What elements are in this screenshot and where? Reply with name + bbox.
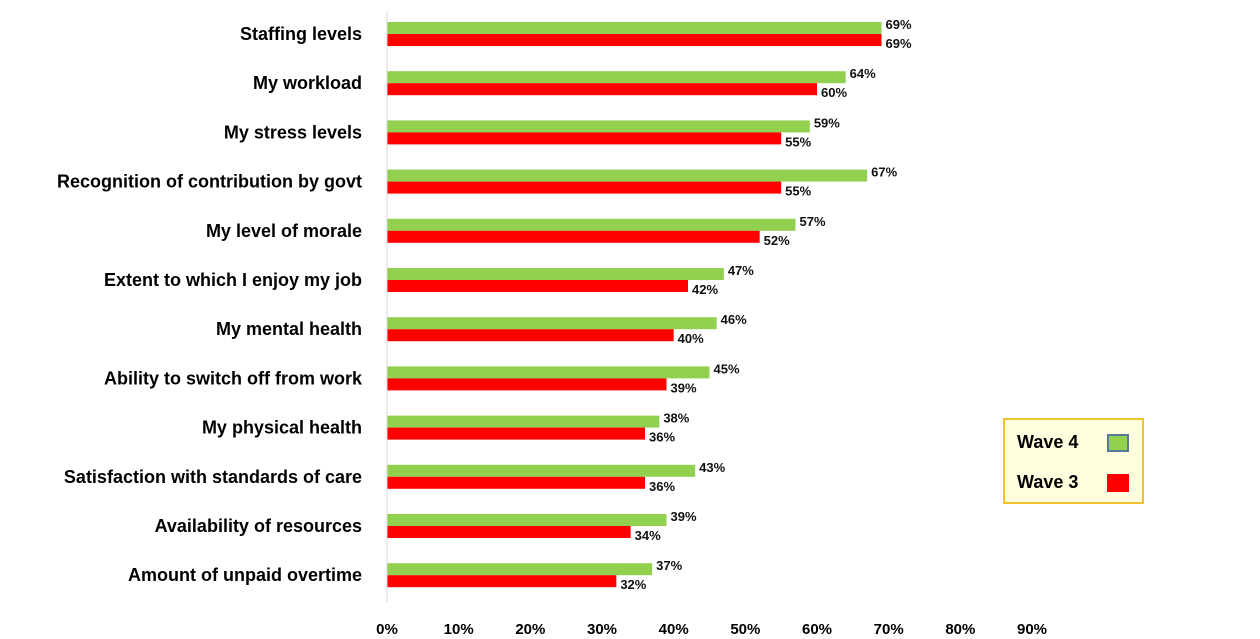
bar-wave3: [387, 378, 667, 391]
data-label-wave4: 47%: [728, 263, 754, 278]
bar-wave4: [387, 218, 796, 231]
category-labels: Staffing levels My workload My stress leve…: [57, 24, 363, 585]
data-label-wave4: 38%: [663, 411, 689, 426]
bar-wave3: [387, 329, 674, 342]
x-tick-label: 60%: [802, 621, 832, 638]
category-label: Staffing levels: [240, 24, 362, 44]
data-label-wave4: 37%: [656, 558, 682, 573]
bar-wave4: [387, 268, 724, 280]
x-tick-label: 50%: [730, 621, 760, 638]
data-label-wave3: 39%: [671, 380, 697, 395]
data-label-wave3: 52%: [764, 233, 790, 248]
bar-wave3: [387, 575, 617, 588]
x-tick-label: 20%: [515, 621, 545, 638]
x-tick-label: 0%: [376, 621, 398, 638]
legend: Wave 4 Wave 3: [1003, 418, 1144, 504]
data-label-wave4: 45%: [714, 361, 740, 376]
bar-wave4: [387, 366, 710, 379]
data-label-wave3: 34%: [635, 528, 661, 543]
category-label: Amount of unpaid overtime: [128, 565, 362, 585]
data-label-wave3: 36%: [649, 430, 675, 445]
bar-wave4: [387, 120, 810, 133]
bar-wave4: [387, 22, 882, 34]
data-label-wave4: 59%: [814, 115, 840, 130]
bar-wave3: [387, 280, 688, 292]
x-tick-label: 30%: [587, 621, 617, 638]
bar-wave4: [387, 464, 696, 477]
data-label-wave4: 46%: [721, 312, 747, 327]
category-label: My mental health: [216, 319, 362, 339]
data-label-wave3: 42%: [692, 282, 718, 297]
legend-label-wave4: Wave 4: [1017, 432, 1079, 452]
x-tick-label: 80%: [945, 621, 975, 638]
x-axis-tick-labels: 0% 10% 20% 30% 40% 50% 60% 70% 80% 90%: [376, 621, 1047, 638]
data-label-wave3: 69%: [886, 36, 912, 51]
bar-wave3: [387, 83, 817, 96]
data-label-wave4: 57%: [800, 214, 826, 229]
category-label: My workload: [253, 73, 362, 93]
bar-wave4: [387, 317, 717, 330]
data-label-wave3: 60%: [821, 85, 847, 100]
category-label: My level of morale: [206, 221, 362, 241]
data-label-wave3: 32%: [620, 577, 646, 592]
x-tick-label: 90%: [1017, 621, 1047, 638]
bar-wave4: [387, 415, 660, 428]
category-label: Ability to switch off from work: [104, 368, 363, 388]
data-label-wave3: 40%: [678, 331, 704, 346]
bar-wave3: [387, 181, 782, 194]
data-label-wave4: 64%: [850, 66, 876, 81]
data-label-wave4: 67%: [871, 165, 897, 180]
x-tick-label: 70%: [874, 621, 904, 638]
data-labels: 69%69%64%60%59%55%67%55%57%52%47%42%46%4…: [620, 17, 912, 592]
data-label-wave4: 39%: [671, 509, 697, 524]
category-label: Satisfaction with standards of care: [64, 467, 362, 487]
data-label-wave3: 55%: [785, 134, 811, 149]
bar-wave3: [387, 34, 882, 46]
bar-wave3: [387, 427, 645, 440]
category-label: Extent to which I enjoy my job: [104, 270, 362, 290]
legend-swatch-wave4: [1107, 434, 1129, 452]
bar-wave4: [387, 71, 846, 84]
category-label: My physical health: [202, 418, 362, 438]
bar-wave3: [387, 526, 631, 538]
bar-wave3: [387, 230, 760, 243]
category-label: Availability of resources: [155, 516, 362, 536]
data-label-wave4: 43%: [699, 460, 725, 475]
bar-wave3: [387, 132, 782, 145]
bar-wave4: [387, 169, 868, 182]
bar-wave3: [387, 476, 645, 489]
bar-wave4: [387, 514, 667, 526]
legend-label-wave3: Wave 3: [1017, 472, 1079, 492]
bars: [387, 22, 882, 588]
data-label-wave3: 55%: [785, 184, 811, 199]
data-label-wave3: 36%: [649, 479, 675, 494]
data-label-wave4: 69%: [886, 17, 912, 32]
category-label: My stress levels: [224, 122, 362, 142]
legend-swatch-wave3: [1107, 474, 1129, 492]
x-tick-label: 10%: [444, 621, 474, 638]
x-tick-label: 40%: [659, 621, 689, 638]
category-label: Recognition of contribution by govt: [57, 172, 362, 192]
bar-wave4: [387, 563, 653, 576]
